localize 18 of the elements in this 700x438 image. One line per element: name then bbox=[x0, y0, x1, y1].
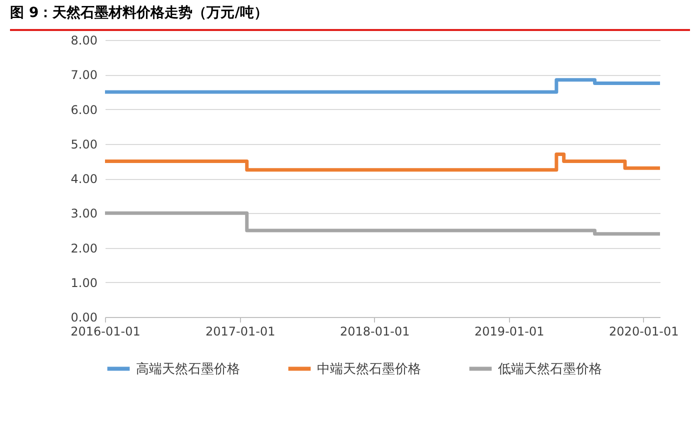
chart-title: 图 9：天然石墨材料价格走势（万元/吨） bbox=[10, 5, 268, 21]
x-tick-label: 2017-01-01 bbox=[206, 324, 276, 338]
y-tick-label: 1.00 bbox=[70, 276, 98, 290]
x-tick-label: 2016-01-01 bbox=[70, 324, 140, 338]
x-tick-label: 2018-01-01 bbox=[340, 324, 410, 338]
y-tick-label: 8.00 bbox=[70, 34, 98, 48]
y-tick-label: 4.00 bbox=[70, 172, 98, 186]
legend-label: 高端天然石墨价格 bbox=[136, 360, 240, 377]
y-tick-label: 0.00 bbox=[70, 310, 98, 324]
y-tick-label: 7.00 bbox=[70, 68, 98, 82]
legend-label: 中端天然石墨价格 bbox=[317, 362, 421, 377]
y-tick-label: 2.00 bbox=[70, 241, 98, 256]
legend-label: 低端天然石墨价格 bbox=[498, 362, 602, 377]
y-tick-label: 5.00 bbox=[70, 137, 98, 152]
x-tick-label: 2020-01-01 bbox=[609, 324, 679, 338]
y-tick-label: 3.00 bbox=[70, 206, 98, 221]
x-tick-label: 2019-01-01 bbox=[474, 324, 544, 338]
y-tick-label: 6.00 bbox=[70, 102, 98, 117]
